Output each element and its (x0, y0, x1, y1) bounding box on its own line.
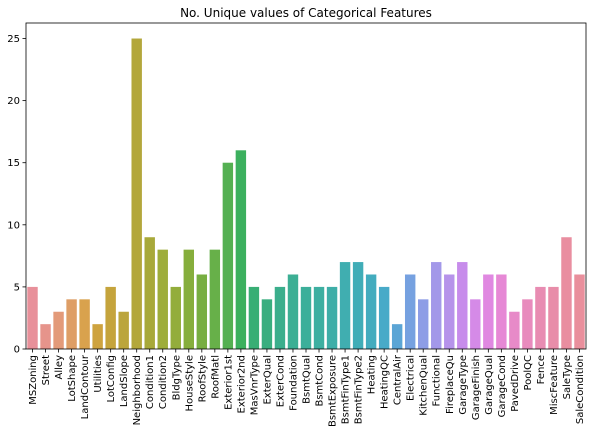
bar-roofstyle (196, 274, 208, 349)
x-tick-label: CentralAir (393, 354, 404, 405)
x-tick-label: GarageType (458, 355, 469, 415)
x-tick-label: SaleCondition (575, 355, 586, 424)
bar-garagetype (457, 262, 468, 349)
x-tick-label: Electrical (406, 355, 417, 401)
bar-landslope (118, 311, 129, 349)
x-tick-label: Exterior1st (223, 355, 234, 410)
bar-heatingqc (378, 286, 390, 349)
bar-miscfeature (548, 286, 559, 349)
bar-street (40, 324, 51, 349)
bar-bsmtfintype1 (339, 262, 351, 349)
bar-garagecond (496, 274, 507, 349)
bar-functional (431, 262, 442, 349)
x-tick-label: RoofMatl (210, 355, 221, 399)
bar-paveddrive (509, 311, 520, 349)
x-tick-label: LandContour (80, 354, 91, 419)
x-tick-label: FireplaceQu (445, 355, 456, 414)
bar-lotshape (66, 299, 77, 349)
x-tick-label: ExterCond (275, 355, 286, 407)
bar-neighborhood (131, 38, 142, 350)
x-tick-label: Condition2 (158, 355, 169, 409)
x-tick-label: ExterQual (262, 355, 273, 405)
x-tick-label: HeatingQC (380, 355, 391, 409)
x-tick-label: BldgType (171, 355, 182, 400)
x-tick-label: Exterior2nd (236, 355, 247, 413)
bar-bsmtfintype2 (352, 262, 364, 349)
x-tick-label: BsmtFinType1 (341, 355, 352, 424)
bar-roofmatl (209, 249, 221, 349)
bar-exterior2nd (235, 150, 247, 349)
y-tick-label: 10 (7, 220, 20, 231)
x-tick-label: Fence (536, 355, 547, 384)
bar-garagequal (483, 274, 494, 349)
x-tick-label: LandSlope (119, 355, 130, 407)
axes-frame (25, 22, 587, 350)
bar-salecondition (574, 274, 585, 349)
bar-bsmtcond (313, 286, 325, 349)
x-tick-label: BsmtFinType2 (354, 355, 365, 424)
bar-bsmtexposure (326, 286, 338, 349)
bar-condition1 (144, 237, 155, 349)
x-tick-label: Utilities (93, 355, 104, 393)
x-tick-label: MSZoning (28, 355, 39, 405)
x-tick-label: GarageFinish (471, 355, 482, 420)
bar-saletype (561, 237, 572, 349)
x-tick-label: GarageCond (497, 355, 508, 417)
x-tick-label: KitchenQual (419, 355, 430, 416)
x-tick-label: Functional (432, 355, 443, 406)
bar-masvnrtype (248, 286, 260, 349)
x-tick-label: LotShape (67, 355, 78, 402)
bar-electrical (404, 274, 416, 349)
y-tick-label: 5 (14, 282, 20, 293)
bar-exterior1st (222, 162, 234, 349)
bar-mszoning (27, 286, 38, 349)
bar-landcontour (79, 299, 90, 349)
x-tick-label: BsmtQual (302, 355, 313, 404)
y-tick-label: 0 (14, 345, 20, 356)
x-tick-label: MiscFeature (549, 355, 560, 415)
bar-bsmtqual (300, 286, 312, 349)
bar-fireplacequ (444, 274, 455, 349)
bar-kitchenqual (418, 299, 429, 349)
chart-title: No. Unique values of Categorical Feature… (180, 6, 432, 20)
x-tick-label: BsmtCond (315, 355, 326, 407)
bar-foundation (287, 274, 299, 349)
x-tick-label: Foundation (288, 355, 299, 411)
x-tick-label: Alley (54, 355, 65, 380)
y-tick-label: 15 (7, 158, 20, 169)
bar-poolqc (522, 299, 533, 349)
x-axis: MSZoning Street Alley LotShape LandContour Ut… (28, 349, 586, 427)
plot-frame (25, 22, 587, 350)
bar-heating (365, 274, 377, 349)
x-tick-label: BsmtExposure (328, 355, 339, 427)
x-tick-label: SaleType (562, 355, 573, 399)
bar-exterqual (261, 299, 273, 349)
x-tick-label: GarageQual (484, 355, 495, 415)
x-tick-label: Heating (367, 355, 378, 394)
bar-centralair (391, 324, 403, 349)
x-tick-label: HouseStyle (184, 355, 195, 411)
bar-condition2 (157, 249, 168, 349)
x-tick-label: RoofStyle (197, 355, 208, 402)
x-tick-label: PoolQC (523, 355, 534, 391)
x-tick-label: Condition1 (145, 355, 156, 409)
x-tick-label: Neighborhood (132, 355, 143, 425)
bar-alley (53, 311, 64, 349)
bar-housestyle (183, 249, 194, 349)
y-tick-label: 20 (7, 96, 20, 107)
x-tick-label: LotConfig (106, 355, 117, 403)
bar-utilities (92, 324, 103, 349)
bar-lotconfig (105, 286, 116, 349)
bar-extercond (274, 286, 286, 349)
bar-fence (535, 286, 546, 349)
bar-bldgtype (170, 286, 181, 349)
x-tick-label: Street (41, 355, 52, 385)
x-tick-label: MasVnrType (249, 355, 260, 415)
bars-group (27, 38, 585, 350)
bar-garagefinish (470, 299, 481, 349)
x-tick-label: PavedDrive (510, 355, 521, 412)
y-axis: 0 5 10 15 20 25 (7, 34, 26, 356)
y-tick-label: 25 (7, 34, 20, 45)
